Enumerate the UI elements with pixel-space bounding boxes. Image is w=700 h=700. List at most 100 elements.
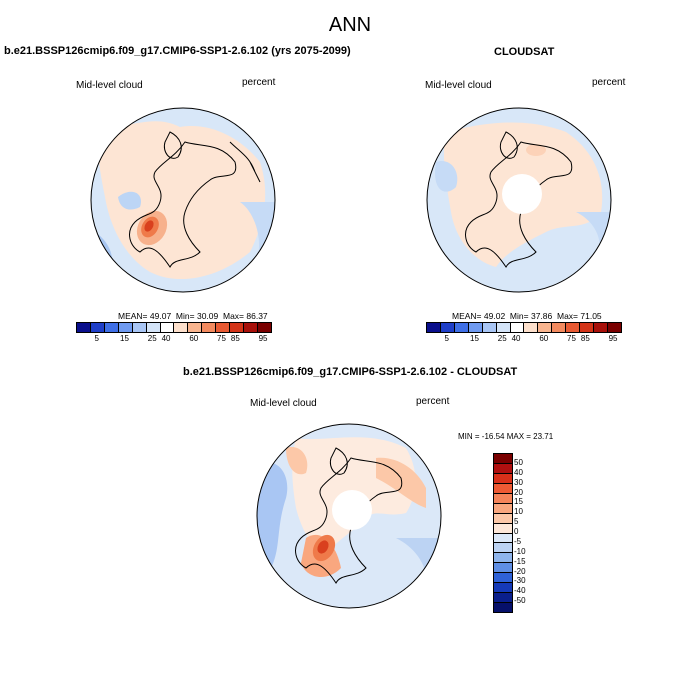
panel2-colorbar-segment (524, 323, 539, 332)
panel3-colorbar-tick-label: -15 (514, 556, 526, 566)
panel1-colorbar-segment (132, 323, 147, 332)
panel3-colorbar-tick-label: 0 (514, 527, 519, 536)
panel3-colorbar-tick-label: 30 (514, 477, 523, 487)
panel3-colorbar-segment (494, 503, 512, 514)
panel3-colorbar-tick-label: -50 (514, 596, 526, 606)
panel2-colorbar-segment (580, 323, 595, 332)
panel3-colorbar-segment (494, 603, 512, 612)
panel2-colorbar-segment (440, 323, 455, 332)
panel2-polar-gap (502, 174, 542, 214)
panel3-variable-label: Mid-level cloud (250, 398, 317, 409)
panel3-colorbar-tick-label: -40 (514, 586, 526, 596)
panel3-colorbar-tick-label: 10 (514, 507, 523, 517)
panel1-colorbar-segment (202, 323, 217, 332)
panel1-colorbar-segment (77, 323, 91, 332)
panel2-map (426, 107, 612, 293)
panel2-colorbar-tick-label: 40 (511, 334, 521, 343)
panel1-coastline-2 (163, 131, 182, 159)
panel1-colorbar-tick-label: 25 (147, 334, 157, 343)
panel2-colorbar-tick-label: 15 (470, 334, 479, 343)
panel1-colorbar-segment (216, 323, 231, 332)
panel2-coastline (465, 141, 573, 268)
panel3-field-darkred (317, 540, 329, 554)
panel1-stats: MEAN= 49.07 Min= 30.09 Max= 86.37 (118, 311, 268, 321)
panel3-field-orange-light (376, 457, 426, 508)
panel2-colorbar-segment (607, 323, 621, 332)
panel3-colorbar-segment (494, 533, 512, 544)
panel1-colorbar-segment (257, 323, 271, 332)
panel3-field-blue (257, 462, 288, 568)
panel2-colorbar-segment (427, 323, 441, 332)
panel2-colorbar-segment (496, 323, 511, 332)
panel3-colorbar-segment (494, 463, 512, 474)
panel3-field-orange-light-2 (286, 447, 308, 475)
panel3-colorbar-tick-label: -20 (514, 566, 526, 576)
panel1-colorbar-tick-label: 5 (94, 334, 99, 343)
panel3-colorbar-segment (494, 593, 512, 604)
panel1-colorbar-tick-label: 15 (120, 334, 129, 343)
panel3-colorbar-segment (494, 483, 512, 494)
panel2-case-title: CLOUDSAT (494, 46, 555, 58)
panel1-colorbar-tick-label: 60 (189, 334, 199, 343)
panel1-colorbar-segment (230, 323, 245, 332)
panel1-coastline (129, 141, 237, 268)
panel2-colorbar-tick-label: 60 (539, 334, 549, 343)
panel2-colorbar-segment (482, 323, 497, 332)
panel3-coastline (295, 457, 403, 584)
panel1-colorbar-segment (146, 323, 161, 332)
panel3-colorbar-segment (494, 543, 512, 554)
panel2-colorbar-segment (454, 323, 469, 332)
panel3-colorbar-segment (494, 583, 512, 594)
figure-title: ANN (328, 14, 372, 36)
panel3-colorbar-segment (494, 513, 512, 524)
panel1-map-border (90, 107, 276, 293)
panel1-units-label: percent (242, 77, 276, 88)
panel3-colorbar-tick-label: 15 (514, 497, 523, 507)
panel2-variable-label: Mid-level cloud (425, 80, 492, 91)
panel2-colorbar-tick-label: 25 (497, 334, 507, 343)
panel3-colorbar-tick-label: 50 (514, 457, 523, 467)
panel1-colorbar-segment (160, 323, 175, 332)
panel2-colorbar-segment (594, 323, 608, 332)
panel1-colorbar-segment (90, 323, 105, 332)
panel2-colorbar-segment (538, 323, 553, 332)
panel1-map (90, 107, 276, 293)
panel1-colorbar-tick-label: 95 (258, 334, 268, 343)
panel3-colorbar-tick-label: -30 (514, 576, 526, 586)
panel3-units-label: percent (416, 396, 450, 407)
panel2-coastline-2 (499, 131, 518, 159)
panel3-colorbar-segment (494, 523, 512, 534)
panel3-colorbar-tick-label: -5 (514, 536, 522, 546)
panel3-map (256, 423, 442, 609)
panel2-colorbar-segment (566, 323, 581, 332)
panel3-colorbar-tick-label: 20 (514, 487, 523, 497)
panel1-colorbar-segment (104, 323, 119, 332)
panel2-map-border (426, 107, 612, 293)
panel1-field-blue (118, 191, 141, 210)
panel1-colorbar-segment (244, 323, 258, 332)
panel3-map-border (256, 423, 442, 609)
panel3-colorbar-segment (494, 563, 512, 574)
panel1-colorbar-tick-label: 40 (161, 334, 171, 343)
panel2-colorbar-tick-label: 85 (580, 334, 590, 343)
panel3-colorbar-segment (494, 493, 512, 504)
panel2-stats: MEAN= 49.02 Min= 37.86 Max= 71.05 (452, 311, 602, 321)
panel3-colorbar-tick-label: -10 (514, 546, 526, 556)
panel2-units-label: percent (592, 77, 626, 88)
panel3-colorbar-segment (494, 573, 512, 584)
panel1-colorbar-segment (118, 323, 133, 332)
panel1-variable-label: Mid-level cloud (76, 80, 143, 91)
panel1-colorbar-tick-label: 85 (230, 334, 240, 343)
panel3-case-title: b.e21.BSSP126cmip6.f09_g17.CMIP6-SSP1-2.… (183, 366, 518, 378)
panel3-polar-gap (332, 490, 372, 530)
panel2-colorbar-tick-label: 95 (608, 334, 618, 343)
panel1-field-darkred (144, 220, 154, 232)
panel3-colorbar (493, 453, 513, 613)
panel1-colorbar (76, 322, 272, 333)
panel1-colorbar-segment (188, 323, 203, 332)
panel2-field-light-orange (526, 144, 546, 156)
panel1-coastline-3 (229, 141, 261, 183)
panel3-colorbar-segment (494, 473, 512, 484)
panel1-case-title: b.e21.BSSP126cmip6.f09_g17.CMIP6-SSP1-2.… (4, 45, 351, 57)
